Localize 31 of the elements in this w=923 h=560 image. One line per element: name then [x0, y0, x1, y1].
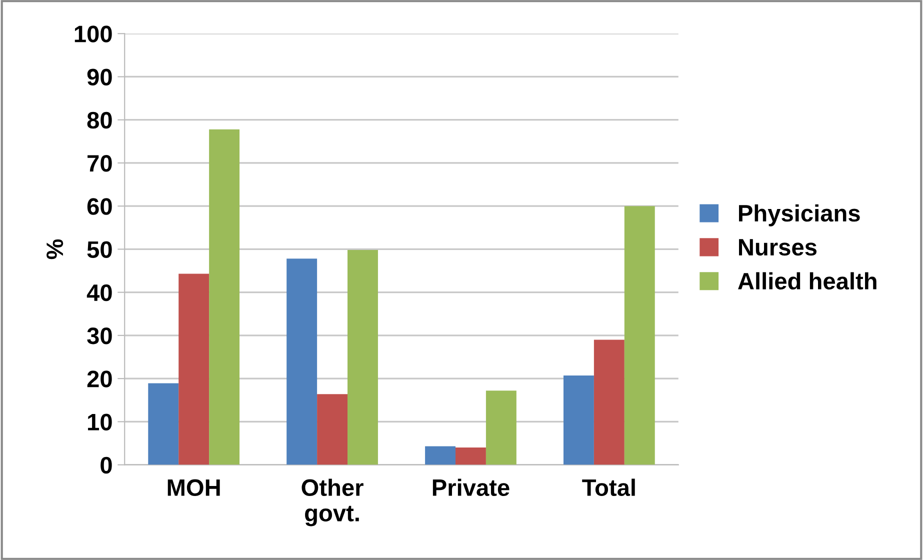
y-tick-label: 90 [87, 68, 112, 86]
x-tick-label: MOH [168, 479, 220, 496]
bar [456, 448, 486, 465]
bar [594, 340, 624, 465]
y-tick-label: 0 [100, 456, 112, 474]
x-tick-label: Total [582, 478, 635, 496]
bar [148, 383, 179, 465]
legend-label: Nurses [739, 239, 817, 256]
bar [209, 129, 240, 465]
y-tick-label: 100 [74, 26, 112, 42]
bar [286, 258, 318, 465]
bar [425, 446, 456, 465]
bar [317, 394, 348, 465]
y-axis-title: % [46, 239, 64, 260]
y-tick-label: 50 [87, 241, 112, 258]
x-tick-label: Other govt. [302, 478, 364, 526]
legend-label: Physicians [739, 204, 860, 226]
y-tick-label: 30 [87, 328, 112, 344]
bar [348, 250, 378, 465]
bar [178, 274, 210, 465]
y-tick-label: 40 [86, 284, 112, 302]
y-tick-label: 80 [87, 112, 112, 129]
legend-label: Allied health [738, 272, 876, 290]
y-tick-label: 60 [87, 198, 112, 215]
y-tick-label: 20 [87, 370, 112, 388]
x-tick-label: Private [432, 478, 510, 496]
bar [486, 390, 516, 465]
bar [563, 376, 594, 465]
y-tick-label: 10 [88, 414, 112, 430]
bar [624, 206, 655, 465]
y-tick-label: 70 [88, 155, 112, 172]
